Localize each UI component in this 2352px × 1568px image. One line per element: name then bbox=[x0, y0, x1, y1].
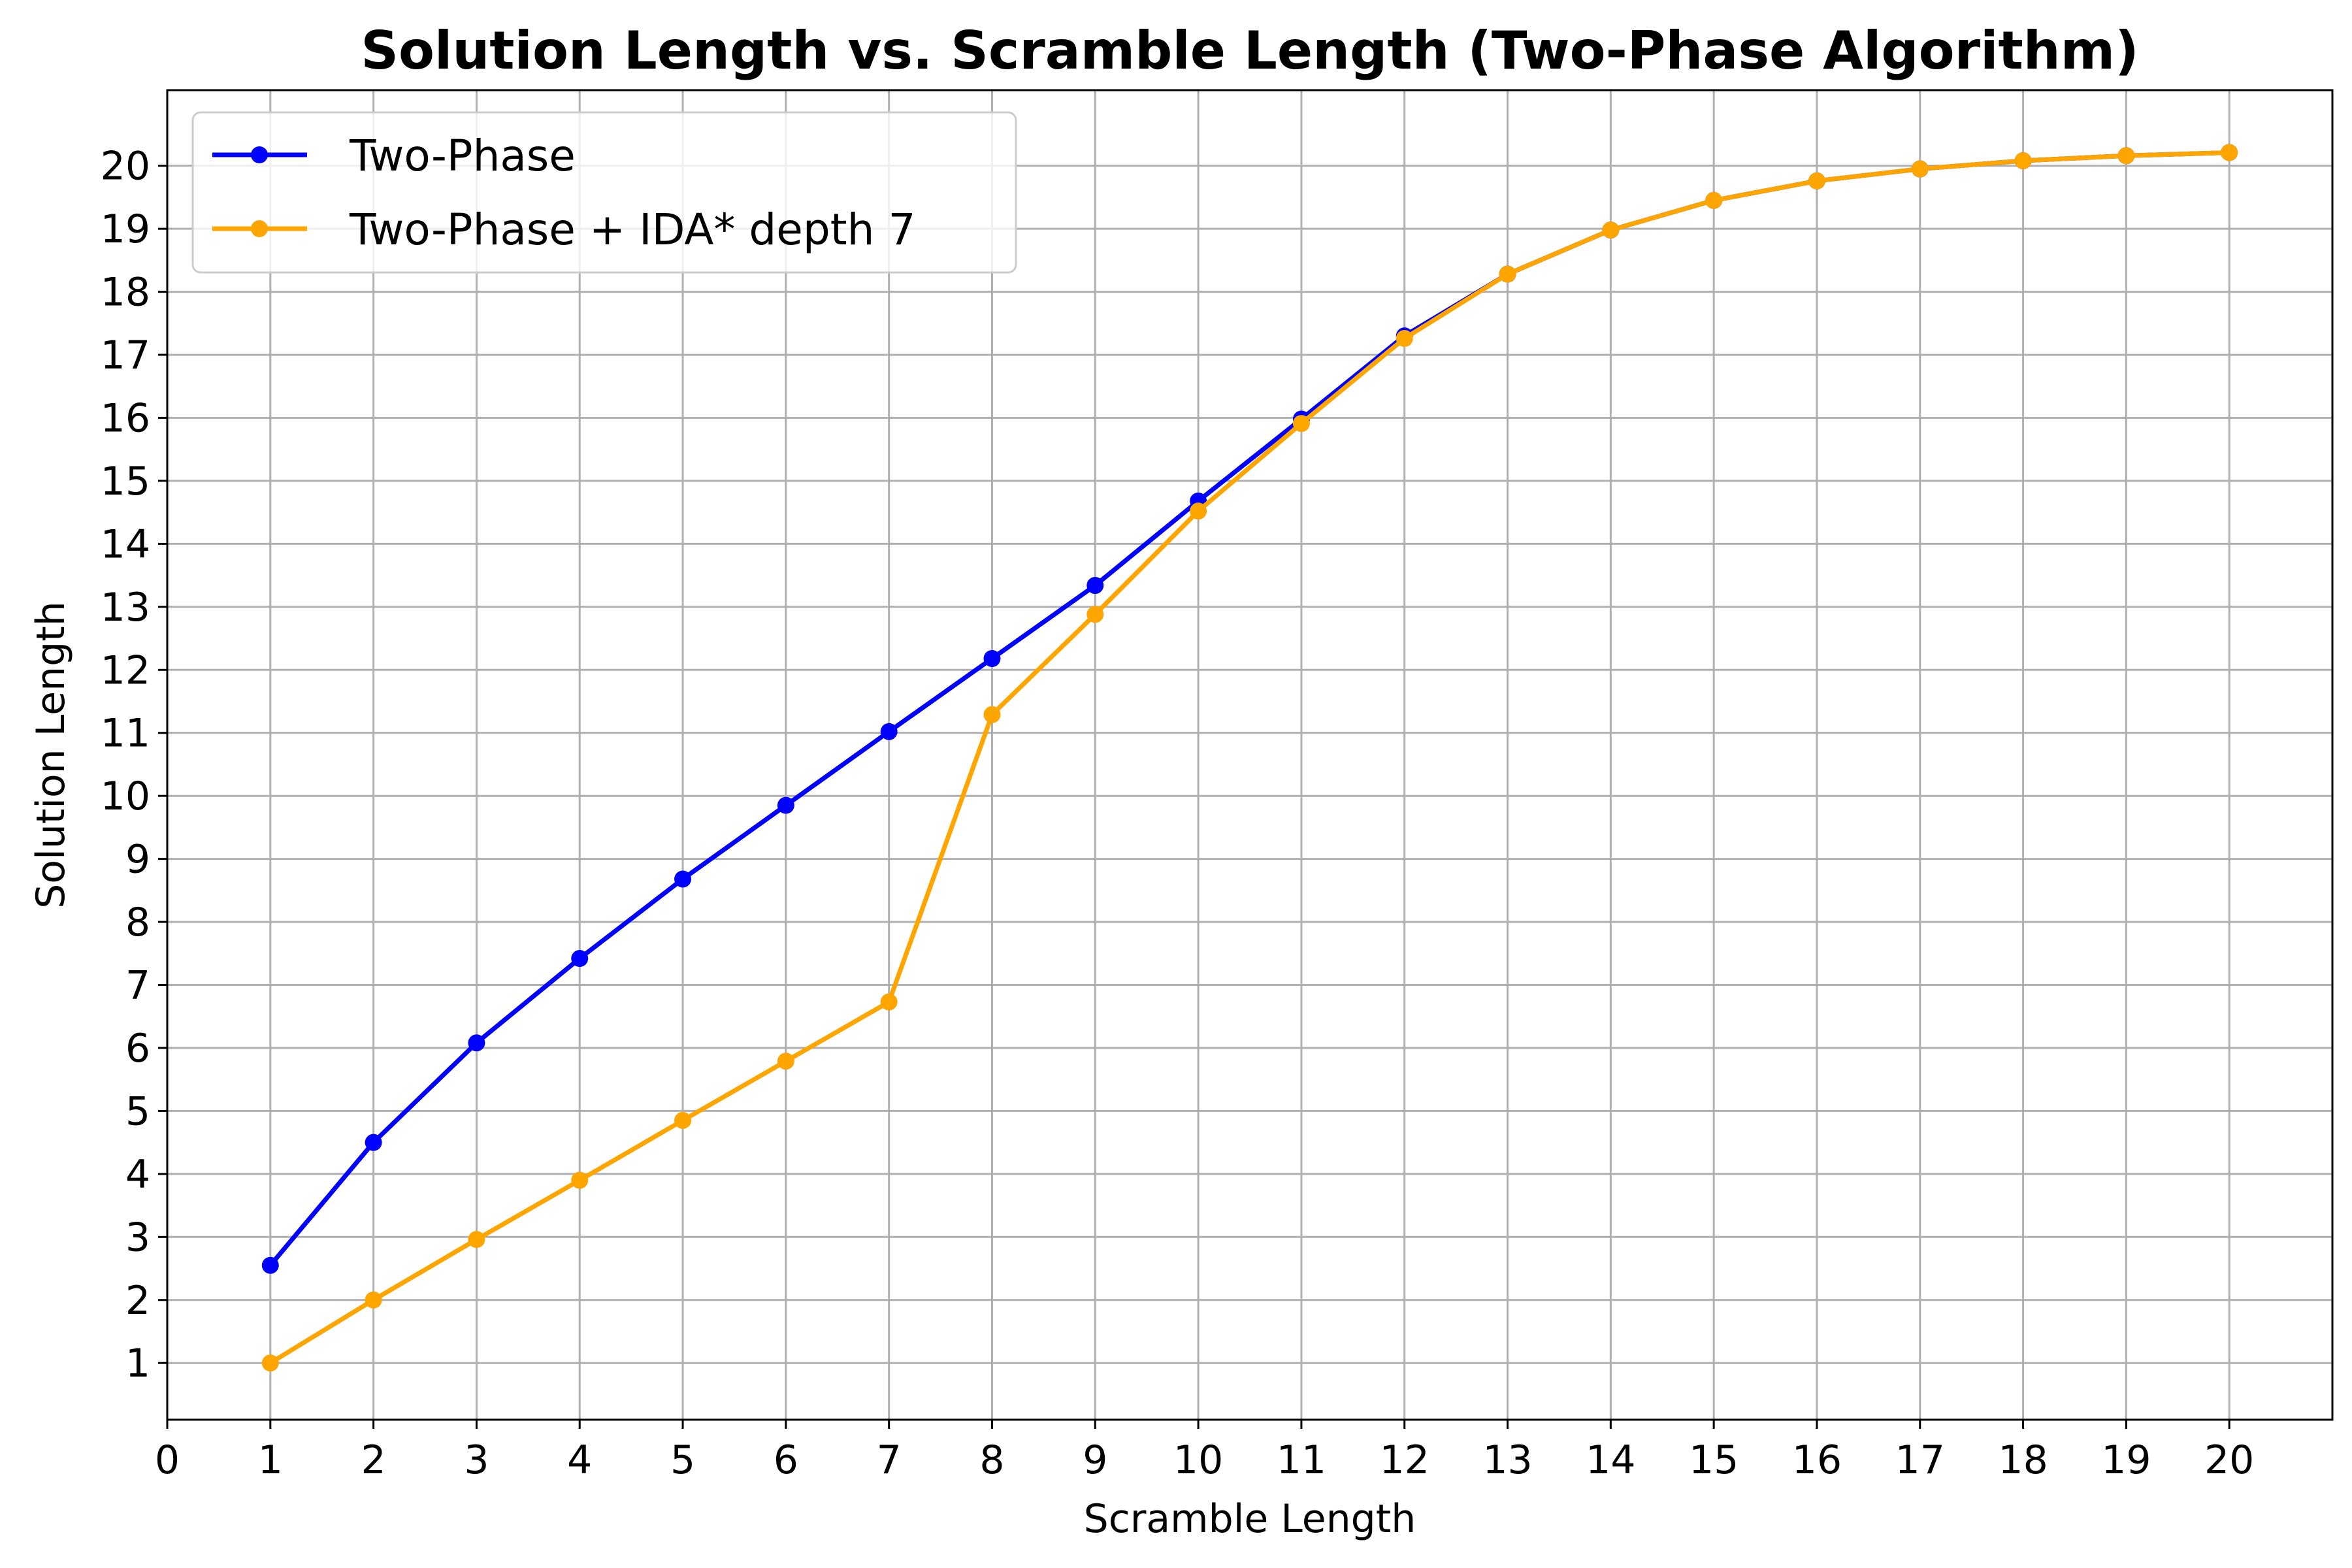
data-point bbox=[983, 649, 1001, 667]
x-tick-label: 8 bbox=[979, 1437, 1004, 1483]
data-point bbox=[2117, 147, 2135, 165]
data-point bbox=[1602, 221, 1620, 239]
ticks-layer: 0 1 2 3 4 5 6 7 8 9 10 11 12 13 14 15 16 17 18 19 2012345678… bbox=[101, 144, 2255, 1483]
data-point bbox=[880, 993, 898, 1011]
x-tick-label: 14 bbox=[1586, 1437, 1635, 1483]
x-tick-label: 20 bbox=[2204, 1437, 2254, 1483]
x-tick-label: 17 bbox=[1895, 1437, 1945, 1483]
data-point bbox=[468, 1034, 485, 1052]
y-tick-label: 4 bbox=[125, 1152, 150, 1198]
data-point bbox=[365, 1291, 382, 1309]
y-tick-label: 3 bbox=[125, 1215, 150, 1260]
y-tick-label: 15 bbox=[101, 459, 150, 504]
legend-item: Two-Phase bbox=[212, 131, 576, 181]
x-tick-label: 13 bbox=[1482, 1437, 1532, 1483]
grid-layer bbox=[166, 90, 2332, 1420]
data-point bbox=[1086, 606, 1104, 623]
series-1 bbox=[261, 144, 2238, 1274]
y-tick-label: 13 bbox=[101, 585, 150, 630]
y-tick-label: 12 bbox=[101, 647, 150, 693]
data-point bbox=[674, 1111, 692, 1129]
x-tick-label: 0 bbox=[155, 1437, 180, 1483]
x-tick-label: 15 bbox=[1689, 1437, 1739, 1483]
y-tick-label: 2 bbox=[125, 1278, 150, 1324]
y-tick-label: 5 bbox=[125, 1088, 150, 1134]
legend-box bbox=[191, 111, 1017, 274]
data-point bbox=[468, 1231, 485, 1249]
data-point bbox=[1911, 160, 1929, 178]
y-tick-label: 20 bbox=[101, 144, 150, 189]
chart-title: Solution Length vs. Scramble Length (Two… bbox=[361, 20, 2138, 81]
y-tick-label: 19 bbox=[101, 206, 150, 252]
legend-swatch-marker bbox=[251, 146, 268, 163]
data-point bbox=[777, 796, 794, 814]
y-tick-label: 1 bbox=[125, 1341, 150, 1386]
x-axis-label: Scramble Length bbox=[1084, 1496, 1416, 1542]
x-tick-label: 6 bbox=[774, 1437, 798, 1483]
data-point bbox=[1396, 329, 1413, 347]
data-point bbox=[2014, 152, 2032, 170]
data-point bbox=[674, 870, 692, 888]
x-tick-label: 11 bbox=[1277, 1437, 1326, 1483]
legend-item: Two-Phase + IDA* depth 7 bbox=[212, 204, 915, 255]
data-point bbox=[777, 1053, 794, 1070]
data-point bbox=[571, 950, 589, 968]
y-tick-label: 6 bbox=[125, 1026, 150, 1071]
data-point bbox=[1499, 265, 1516, 283]
y-tick-label: 9 bbox=[125, 837, 150, 883]
x-tick-label: 10 bbox=[1173, 1437, 1223, 1483]
legend-label: Two-Phase bbox=[349, 131, 576, 181]
data-point bbox=[261, 1354, 279, 1372]
y-tick-label: 18 bbox=[101, 270, 150, 316]
data-point bbox=[1808, 172, 1825, 189]
y-tick-label: 16 bbox=[101, 396, 150, 442]
x-tick-label: 5 bbox=[670, 1437, 695, 1483]
x-tick-label: 3 bbox=[464, 1437, 489, 1483]
data-point bbox=[880, 723, 898, 740]
y-tick-label: 11 bbox=[101, 711, 150, 757]
y-tick-label: 10 bbox=[101, 774, 150, 819]
series-layer bbox=[261, 144, 2238, 1372]
data-point bbox=[261, 1256, 279, 1274]
y-tick-label: 8 bbox=[125, 900, 150, 945]
series-line bbox=[269, 150, 2230, 1365]
data-point bbox=[571, 1171, 589, 1189]
series-line bbox=[269, 150, 2230, 1267]
data-point bbox=[1292, 415, 1310, 433]
x-tick-label: 12 bbox=[1380, 1437, 1429, 1483]
data-point bbox=[1705, 191, 1723, 209]
data-point bbox=[1086, 577, 1104, 595]
data-point bbox=[1190, 502, 1207, 520]
x-tick-label: 18 bbox=[1998, 1437, 2048, 1483]
y-tick-label: 17 bbox=[101, 333, 150, 378]
x-tick-label: 7 bbox=[877, 1437, 902, 1483]
y-axis-label: Solution Length bbox=[28, 601, 74, 908]
y-tick-label: 7 bbox=[125, 963, 150, 1009]
legend-swatch-marker bbox=[251, 220, 268, 237]
legend-label: Two-Phase + IDA* depth 7 bbox=[349, 204, 915, 255]
data-point bbox=[2221, 144, 2238, 161]
x-tick-label: 4 bbox=[567, 1437, 592, 1483]
x-tick-label: 9 bbox=[1083, 1437, 1107, 1483]
plot-frame bbox=[166, 89, 2334, 1421]
x-tick-label: 19 bbox=[2101, 1437, 2151, 1483]
legend: Two-Phase Two-Phase + IDA* depth 7 bbox=[191, 111, 1017, 274]
series-2 bbox=[261, 144, 2238, 1372]
data-point bbox=[365, 1134, 382, 1151]
data-point bbox=[983, 706, 1001, 723]
x-tick-label: 1 bbox=[258, 1437, 283, 1483]
x-tick-label: 2 bbox=[361, 1437, 386, 1483]
y-tick-label: 14 bbox=[101, 521, 150, 567]
x-tick-label: 16 bbox=[1792, 1437, 1842, 1483]
